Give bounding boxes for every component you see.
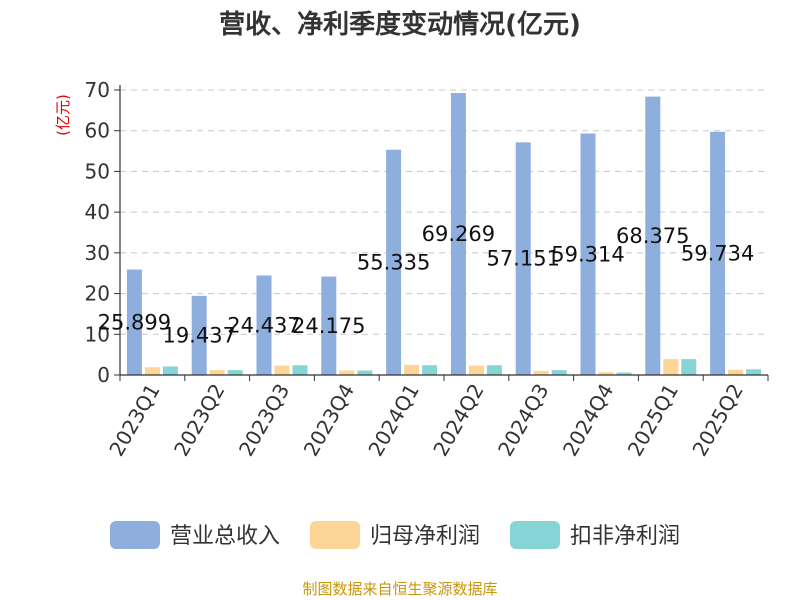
bar-series-3 bbox=[551, 370, 567, 375]
data-label: 68.375 bbox=[616, 224, 689, 248]
bar-series-2 bbox=[468, 365, 484, 375]
x-tick-label: 2023Q3 bbox=[234, 380, 294, 461]
x-tick-labels: 2023Q1 2023Q2 2023Q3 2023Q4 2024Q1 2024Q2 2024… bbox=[104, 380, 748, 461]
bar-series-1 bbox=[580, 133, 596, 375]
bar-series-1 bbox=[321, 276, 337, 375]
legend: 营业总收入 归母净利润 扣非净利润 bbox=[110, 521, 680, 549]
bar-series-3 bbox=[486, 365, 502, 375]
axes bbox=[119, 85, 769, 381]
x-tick-label: 2024Q3 bbox=[493, 380, 553, 461]
y-tick-label: 20 bbox=[85, 282, 110, 306]
y-tick-label: 30 bbox=[85, 241, 110, 265]
bar-series-3 bbox=[616, 372, 632, 375]
data-label: 69.269 bbox=[422, 222, 495, 246]
bar-series-1 bbox=[645, 96, 661, 375]
x-tick-label: 2025Q2 bbox=[687, 380, 747, 461]
x-tick-label: 2025Q1 bbox=[623, 380, 683, 461]
bar-series-1 bbox=[256, 275, 272, 375]
bar-series-2 bbox=[209, 370, 225, 375]
bar-series-2 bbox=[533, 370, 549, 375]
data-label: 24.175 bbox=[292, 314, 365, 338]
x-tick-label: 2024Q4 bbox=[558, 380, 618, 461]
legend-swatch bbox=[310, 521, 360, 549]
y-tick-labels: 0 10 20 30 40 50 60 70 bbox=[85, 78, 110, 387]
legend-swatch bbox=[110, 521, 160, 549]
data-label: 59.734 bbox=[681, 241, 754, 265]
legend-label: 扣非净利润 bbox=[570, 524, 680, 549]
bar-series-3 bbox=[746, 369, 762, 375]
legend-swatch bbox=[510, 521, 560, 549]
bar-series-2 bbox=[598, 372, 614, 375]
bar-series-2 bbox=[339, 370, 355, 375]
bar-series-1 bbox=[450, 92, 466, 376]
data-label: 55.335 bbox=[357, 250, 430, 274]
data-label: 25.899 bbox=[98, 310, 171, 334]
bar-series-1 bbox=[710, 131, 726, 375]
data-label: 19.437 bbox=[162, 323, 235, 347]
x-tick-label: 2023Q2 bbox=[169, 380, 229, 461]
y-tick-label: 60 bbox=[85, 119, 110, 143]
x-tick-label: 2024Q2 bbox=[428, 380, 488, 461]
bar-series-2 bbox=[274, 365, 290, 375]
bar-series-3 bbox=[422, 365, 438, 375]
y-tick-label: 0 bbox=[97, 363, 110, 387]
bar-series-2 bbox=[404, 364, 420, 375]
bar-series-2 bbox=[728, 369, 744, 375]
chart-title: 营收、净利季度变动情况(亿元) bbox=[219, 9, 581, 40]
bar-series-1 bbox=[386, 149, 402, 375]
bar-series-2 bbox=[663, 359, 679, 375]
source-note: 制图数据来自恒生聚源数据库 bbox=[302, 580, 497, 598]
data-label: 24.437 bbox=[227, 313, 300, 337]
bar-series-3 bbox=[681, 359, 697, 375]
y-tick-label: 10 bbox=[85, 322, 110, 346]
y-tick-label: 50 bbox=[85, 159, 110, 183]
y-axis-label: (亿元) bbox=[54, 94, 72, 136]
legend-label: 归母净利润 bbox=[370, 524, 480, 549]
y-tick-label: 70 bbox=[85, 78, 110, 102]
data-label: 59.314 bbox=[551, 242, 624, 266]
bars bbox=[126, 92, 762, 376]
x-tick-label: 2023Q4 bbox=[299, 380, 359, 461]
bar-series-3 bbox=[227, 370, 243, 375]
bar-series-1 bbox=[515, 142, 531, 375]
bar-series-2 bbox=[144, 367, 160, 375]
bar-series-1 bbox=[126, 269, 142, 375]
bar-series-1 bbox=[191, 295, 207, 375]
x-tick-label: 2024Q1 bbox=[363, 380, 423, 461]
x-tick-label: 2023Q1 bbox=[104, 380, 164, 461]
bar-series-3 bbox=[292, 365, 308, 375]
bar-series-3 bbox=[162, 366, 178, 375]
y-tick-label: 40 bbox=[85, 200, 110, 224]
bar-series-3 bbox=[357, 370, 373, 375]
data-label: 57.151 bbox=[486, 247, 559, 271]
legend-label: 营业总收入 bbox=[170, 524, 280, 549]
